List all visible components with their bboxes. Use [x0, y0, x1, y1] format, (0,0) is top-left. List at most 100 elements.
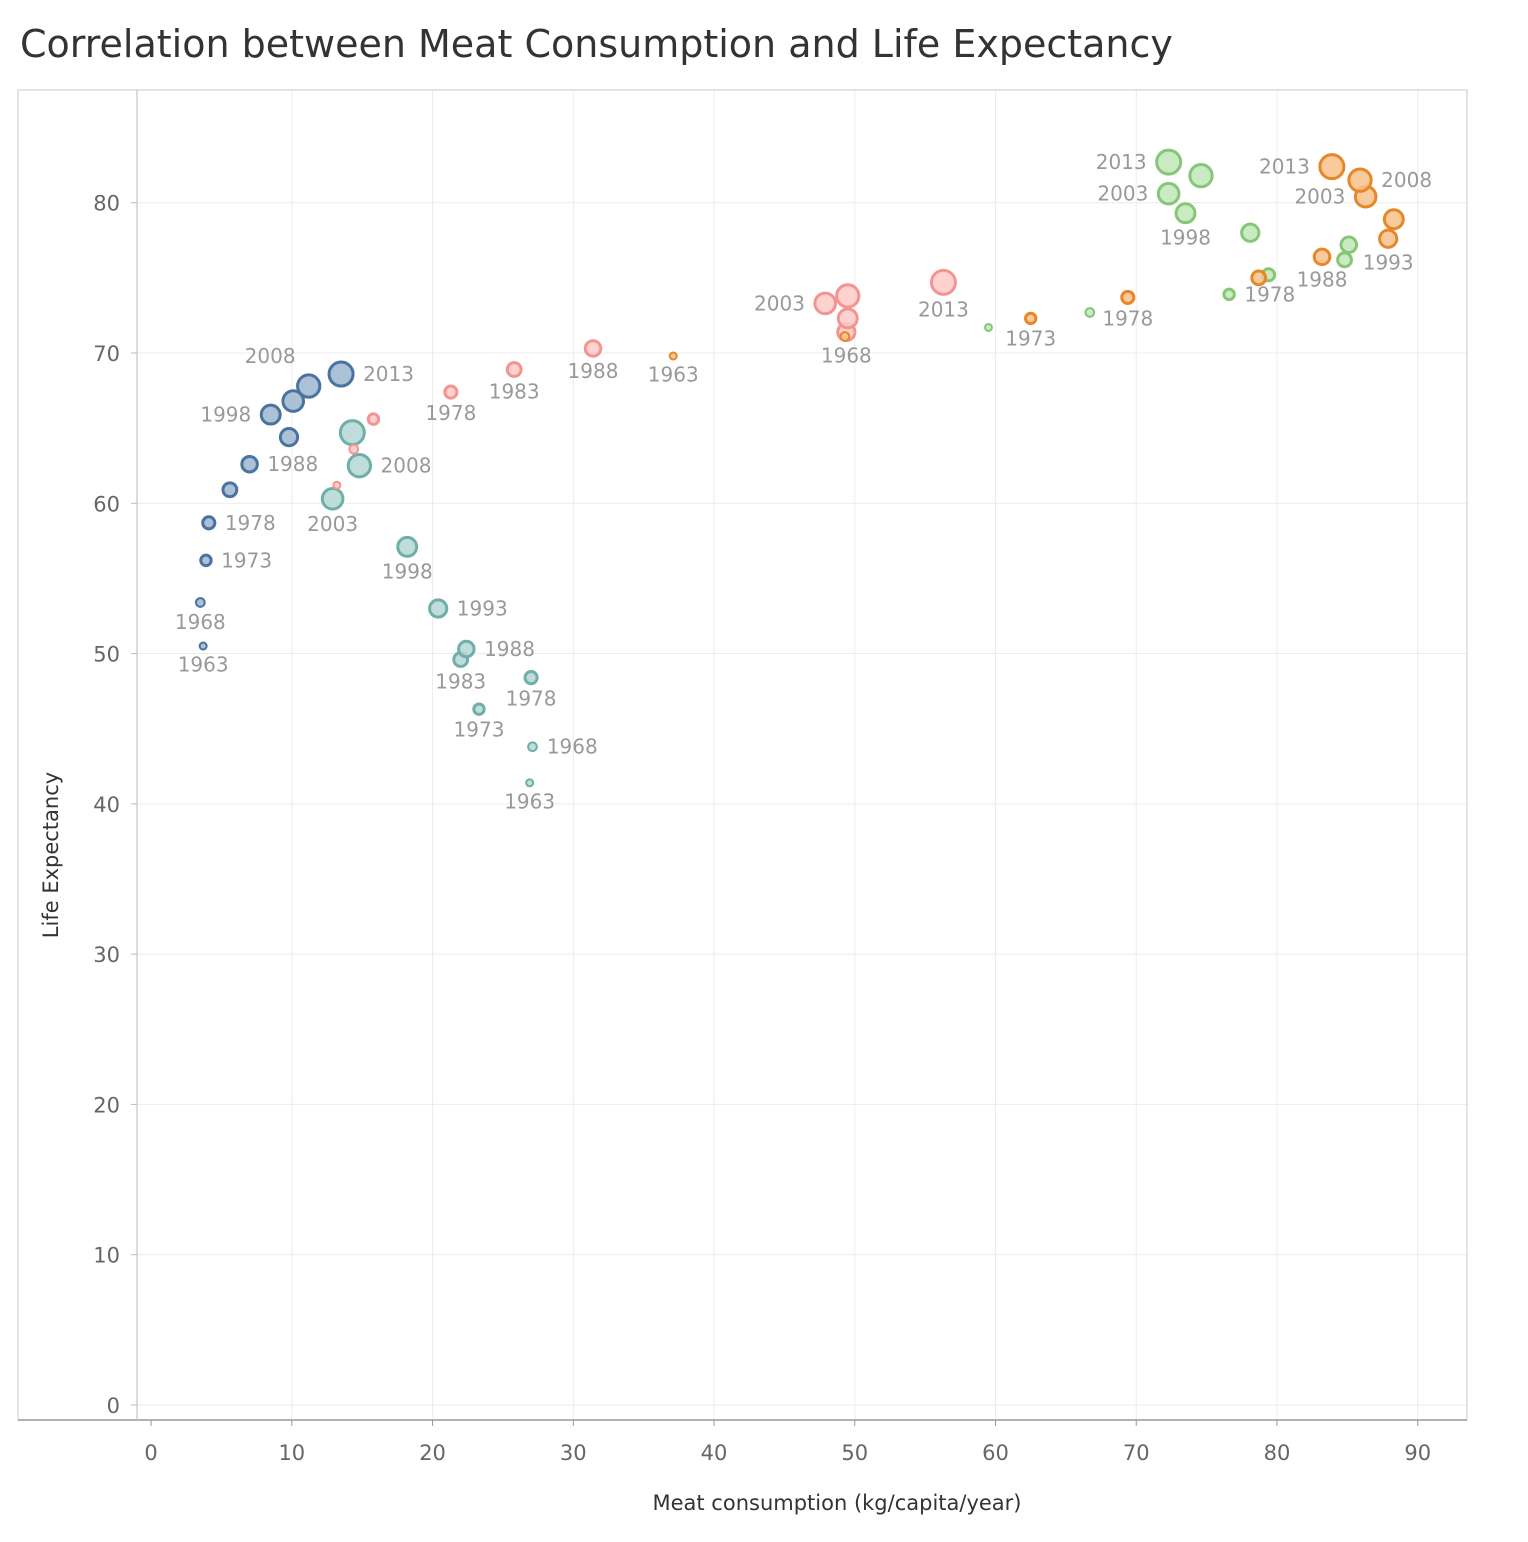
data-point[interactable]: [1222, 287, 1236, 302]
point-label: 1993: [1363, 250, 1414, 274]
point-label: 1993: [457, 596, 508, 620]
data-point[interactable]: [201, 515, 217, 531]
data-point[interactable]: [1378, 228, 1399, 249]
data-point[interactable]: [1336, 251, 1353, 269]
data-points: [194, 148, 1405, 788]
x-tick-label: 70: [1123, 1441, 1150, 1465]
data-point[interactable]: [523, 670, 539, 686]
point-label: 2003: [754, 291, 805, 315]
data-point[interactable]: [839, 331, 851, 342]
y-tick-label: 60: [93, 492, 120, 516]
data-point[interactable]: [813, 291, 838, 316]
point-label: 1978: [425, 401, 476, 425]
data-point[interactable]: [1240, 222, 1261, 243]
data-point[interactable]: [1318, 153, 1346, 181]
data-point[interactable]: [1312, 247, 1332, 267]
data-point[interactable]: [668, 351, 678, 361]
data-point[interactable]: [348, 443, 360, 455]
x-tick-label: 80: [1264, 1441, 1291, 1465]
point-label: 1968: [821, 344, 872, 368]
chart-title: Correlation between Meat Consumption and…: [20, 22, 1173, 66]
data-point[interactable]: [1174, 202, 1197, 225]
x-tick-label: 40: [701, 1441, 728, 1465]
x-tick-label: 0: [144, 1441, 157, 1465]
data-point[interactable]: [929, 268, 957, 296]
data-point[interactable]: [836, 307, 859, 330]
data-point[interactable]: [583, 339, 603, 358]
data-point[interactable]: [259, 403, 282, 426]
data-point[interactable]: [338, 419, 366, 447]
point-label: 1968: [175, 610, 226, 634]
data-point[interactable]: [281, 389, 306, 413]
point-label: 1983: [489, 379, 540, 403]
point-label: 2003: [1294, 185, 1345, 209]
x-tick-label: 90: [1404, 1441, 1431, 1465]
y-tick-label: 80: [93, 192, 120, 216]
data-point[interactable]: [443, 384, 459, 400]
y-tick-label: 50: [93, 643, 120, 667]
data-point[interactable]: [240, 454, 259, 474]
y-tick-label: 40: [93, 793, 120, 817]
x-axis-title: Meat consumption (kg/capita/year): [652, 1491, 1021, 1515]
data-point[interactable]: [1084, 307, 1096, 318]
data-point[interactable]: [396, 535, 419, 558]
point-label: 2013: [363, 362, 414, 386]
point-label: 1978: [225, 511, 276, 535]
data-point[interactable]: [1155, 148, 1183, 176]
x-tick-label: 20: [419, 1441, 446, 1465]
data-point[interactable]: [332, 480, 342, 490]
point-label: 1988: [1297, 268, 1348, 292]
point-label: 1978: [506, 687, 557, 711]
x-tick-label: 10: [278, 1441, 305, 1465]
data-point[interactable]: [527, 741, 538, 753]
data-point[interactable]: [472, 702, 486, 716]
point-label: 1988: [267, 452, 318, 476]
point-label: 1973: [221, 548, 272, 572]
y-tick-label: 30: [93, 943, 120, 967]
point-label: 1998: [1160, 226, 1211, 250]
data-point[interactable]: [320, 486, 345, 511]
data-point[interactable]: [1156, 181, 1181, 206]
data-point[interactable]: [194, 597, 206, 608]
data-point[interactable]: [505, 361, 523, 378]
data-point[interactable]: [1024, 311, 1038, 326]
y-tick-label: 70: [93, 342, 120, 366]
data-point[interactable]: [278, 427, 300, 448]
data-point[interactable]: [199, 553, 213, 568]
data-point[interactable]: [221, 481, 239, 499]
x-tick-label: 50: [841, 1441, 868, 1465]
x-tick-label: 60: [982, 1441, 1009, 1465]
y-axis-title: Life Expectancy: [39, 772, 63, 938]
data-point[interactable]: [1347, 167, 1373, 193]
point-label: 2003: [307, 512, 358, 536]
point-label: 1978: [1102, 306, 1153, 330]
data-point[interactable]: [1120, 289, 1136, 305]
data-point[interactable]: [1188, 163, 1214, 189]
data-point[interactable]: [296, 373, 322, 399]
data-point[interactable]: [1250, 269, 1268, 287]
data-point[interactable]: [983, 322, 993, 332]
data-point[interactable]: [428, 598, 449, 619]
y-tick-label: 20: [93, 1093, 120, 1117]
point-label: 1973: [454, 717, 505, 741]
point-label: 1963: [648, 363, 699, 387]
point-label: 2008: [245, 344, 296, 368]
data-point[interactable]: [346, 453, 373, 479]
data-point[interactable]: [1382, 208, 1405, 231]
point-label: 1988: [484, 637, 535, 661]
data-point[interactable]: [1339, 235, 1359, 255]
data-point[interactable]: [198, 641, 208, 651]
point-label: 1968: [547, 735, 598, 759]
data-point[interactable]: [366, 412, 381, 426]
data-point[interactable]: [457, 639, 476, 659]
point-label: 1973: [1005, 327, 1056, 351]
x-tick-label: 30: [560, 1441, 587, 1465]
point-label: 2003: [1097, 182, 1148, 206]
point-label: 2013: [1096, 150, 1147, 174]
point-label: 2013: [918, 297, 969, 321]
point-labels: 1963196819731978198819982008201319631968…: [175, 150, 1432, 813]
data-point[interactable]: [525, 778, 535, 788]
data-point[interactable]: [327, 360, 355, 388]
data-point[interactable]: [835, 283, 861, 309]
